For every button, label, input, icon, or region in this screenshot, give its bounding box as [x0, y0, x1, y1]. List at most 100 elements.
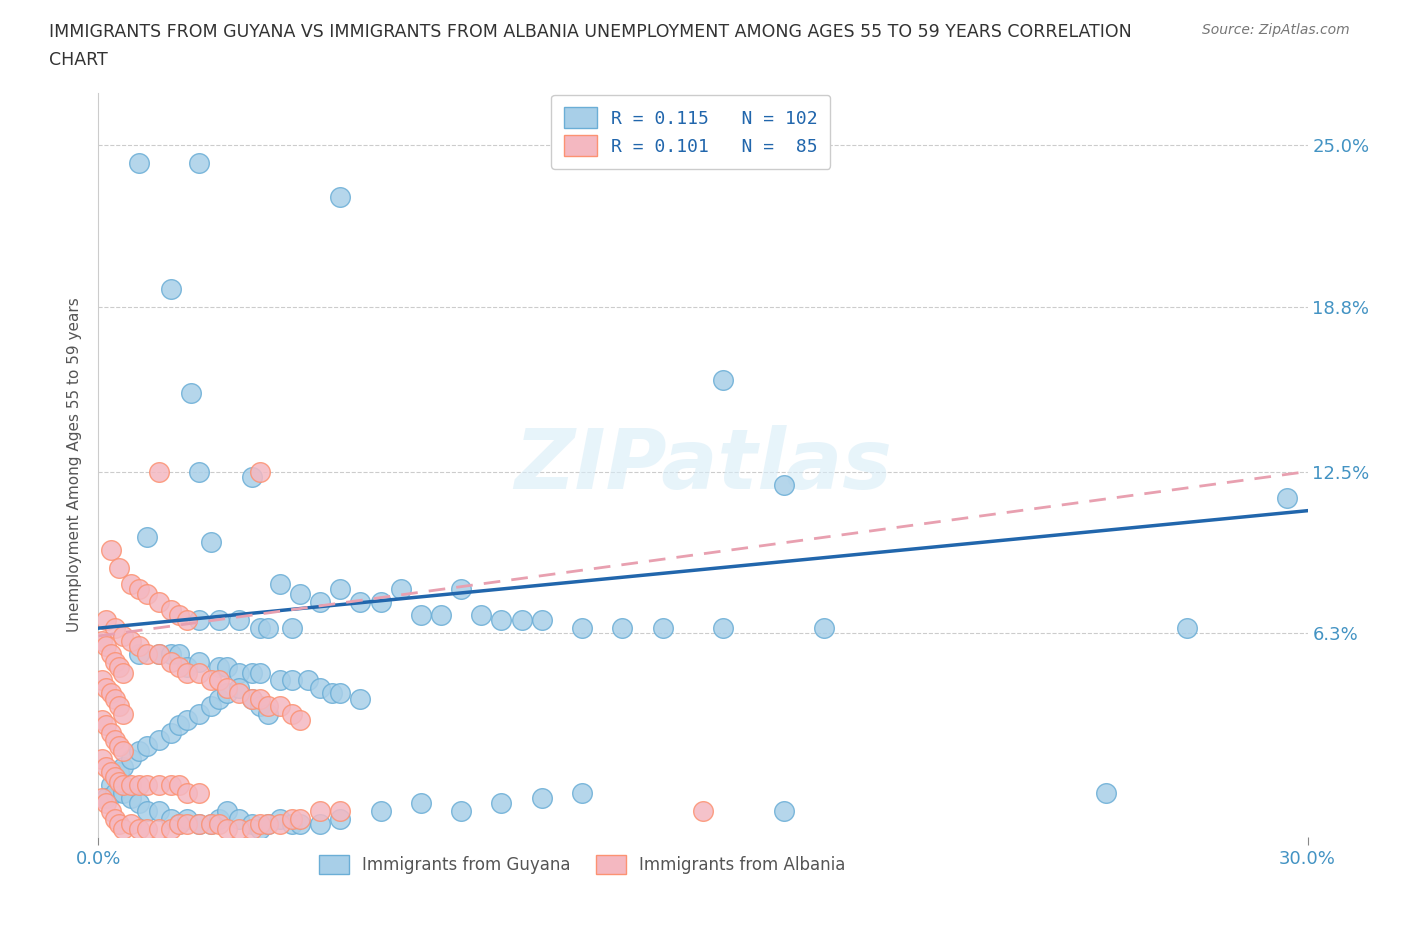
Point: [249, 691, 271, 706]
Point: [692, 804, 714, 818]
Point: [111, 629, 134, 644]
Point: [128, 822, 150, 837]
Point: [288, 587, 311, 602]
Point: [176, 712, 198, 727]
Point: [148, 804, 170, 818]
Point: [240, 817, 263, 831]
Point: [96, 639, 118, 654]
Point: [370, 804, 392, 818]
Point: [160, 603, 183, 618]
Point: [135, 804, 157, 818]
Point: [188, 655, 211, 670]
Point: [103, 733, 125, 748]
Point: [240, 470, 263, 485]
Point: [281, 707, 304, 722]
Point: [612, 620, 634, 635]
Point: [176, 660, 198, 675]
Point: [135, 738, 157, 753]
Point: [200, 817, 222, 831]
Point: [288, 811, 311, 826]
Point: [148, 647, 170, 662]
Point: [249, 822, 271, 837]
Point: [256, 707, 278, 722]
Point: [329, 811, 352, 826]
Point: [167, 817, 190, 831]
Point: [111, 777, 134, 792]
Point: [208, 811, 231, 826]
Point: [91, 712, 114, 727]
Point: [167, 777, 190, 792]
Point: [135, 647, 157, 662]
Point: [128, 743, 150, 758]
Point: [450, 581, 472, 596]
Point: [148, 464, 170, 479]
Point: [148, 733, 170, 748]
Point: [188, 817, 211, 831]
Point: [288, 712, 311, 727]
Point: [107, 775, 129, 790]
Point: [91, 633, 114, 648]
Point: [128, 581, 150, 596]
Point: [96, 681, 118, 696]
Point: [107, 699, 129, 714]
Point: [135, 822, 157, 837]
Point: [240, 665, 263, 680]
Point: [100, 542, 122, 557]
Point: [217, 660, 239, 675]
Point: [107, 817, 129, 831]
Point: [349, 594, 371, 609]
Point: [491, 613, 513, 628]
Point: [530, 613, 553, 628]
Point: [160, 655, 183, 670]
Point: [813, 620, 835, 635]
Point: [281, 620, 304, 635]
Point: [208, 817, 231, 831]
Point: [269, 577, 291, 591]
Point: [128, 777, 150, 792]
Point: [249, 817, 271, 831]
Point: [409, 796, 432, 811]
Point: [309, 681, 332, 696]
Point: [200, 535, 222, 550]
Point: [91, 673, 114, 688]
Point: [321, 686, 343, 701]
Point: [135, 777, 157, 792]
Point: [160, 647, 183, 662]
Point: [208, 691, 231, 706]
Point: [188, 817, 211, 831]
Point: [228, 613, 250, 628]
Point: [100, 777, 122, 792]
Point: [240, 691, 263, 706]
Point: [349, 691, 371, 706]
Point: [1095, 785, 1118, 800]
Point: [148, 647, 170, 662]
Point: [188, 707, 211, 722]
Point: [269, 817, 291, 831]
Point: [249, 464, 271, 479]
Point: [148, 822, 170, 837]
Point: [281, 817, 304, 831]
Point: [120, 790, 142, 805]
Point: [200, 699, 222, 714]
Point: [128, 647, 150, 662]
Point: [228, 811, 250, 826]
Point: [120, 751, 142, 766]
Point: [96, 613, 118, 628]
Point: [571, 785, 593, 800]
Point: [228, 822, 250, 837]
Point: [111, 822, 134, 837]
Point: [103, 691, 125, 706]
Point: [256, 620, 278, 635]
Point: [167, 647, 190, 662]
Point: [217, 686, 239, 701]
Point: [1277, 490, 1299, 505]
Point: [530, 790, 553, 805]
Point: [217, 822, 239, 837]
Point: [103, 769, 125, 784]
Point: [100, 725, 122, 740]
Point: [188, 613, 211, 628]
Point: [111, 759, 134, 774]
Point: [100, 686, 122, 701]
Point: [128, 639, 150, 654]
Point: [160, 777, 183, 792]
